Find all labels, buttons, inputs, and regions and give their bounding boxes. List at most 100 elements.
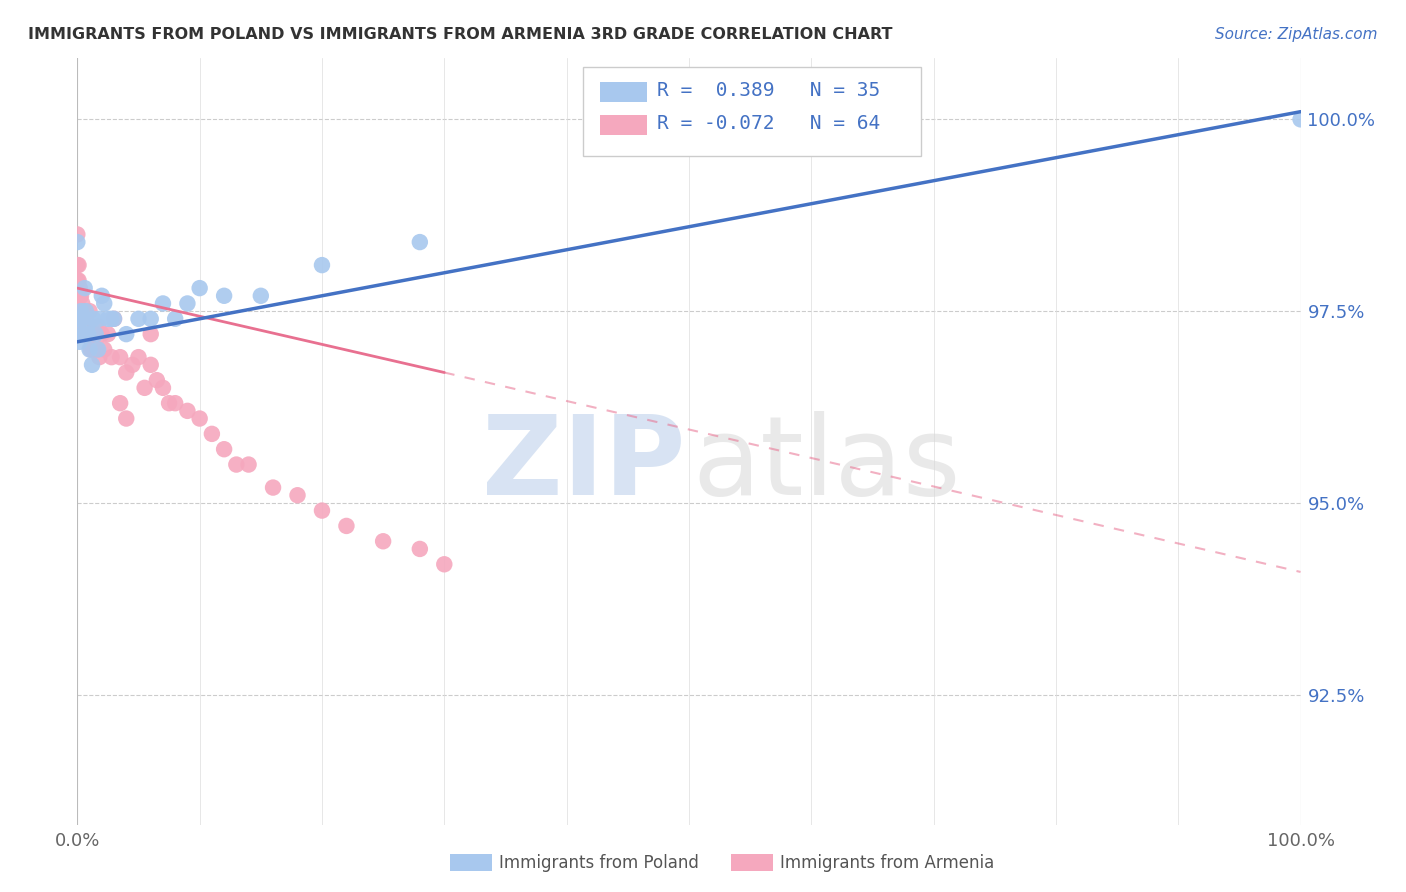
Point [97, 311, 120, 326]
Point [70, 311, 93, 326]
Text: atlas: atlas [693, 411, 962, 518]
Point [165, 311, 187, 326]
Point [67, 258, 90, 272]
Point [79, 327, 101, 342]
Text: ZIP: ZIP [482, 411, 685, 518]
Point [409, 235, 432, 249]
Text: IMMIGRANTS FROM POLAND VS IMMIGRANTS FROM ARMENIA 3RD GRADE CORRELATION CHART: IMMIGRANTS FROM POLAND VS IMMIGRANTS FRO… [28, 27, 893, 42]
Point [100, 350, 122, 364]
Point [238, 458, 260, 472]
Point [139, 311, 162, 326]
Point [66, 304, 89, 318]
Text: R = -0.072   N = 64: R = -0.072 N = 64 [657, 114, 880, 134]
Point [66, 289, 89, 303]
Point [134, 381, 156, 395]
Point [70, 296, 93, 310]
Text: Source: ZipAtlas.com: Source: ZipAtlas.com [1215, 27, 1378, 42]
Point [75, 304, 97, 318]
Point [77, 327, 100, 342]
Point [84, 327, 107, 342]
Point [108, 396, 131, 410]
Point [93, 296, 115, 310]
Point [82, 343, 104, 357]
Point [152, 381, 174, 395]
Point [409, 541, 432, 556]
Point [66, 311, 89, 326]
Point [311, 258, 333, 272]
Point [176, 404, 198, 418]
Point [115, 366, 138, 380]
Point [103, 311, 125, 326]
Text: Immigrants from Poland: Immigrants from Poland [499, 854, 699, 871]
Point [70, 311, 93, 326]
Point [176, 296, 198, 310]
Text: Immigrants from Armenia: Immigrants from Armenia [780, 854, 994, 871]
Point [72, 327, 94, 342]
Point [311, 503, 333, 517]
Point [188, 281, 211, 295]
Point [76, 319, 98, 334]
Point [70, 289, 93, 303]
Point [100, 311, 122, 326]
Point [97, 327, 120, 342]
Point [139, 358, 162, 372]
Point [225, 458, 247, 472]
Point [66, 227, 89, 242]
Point [250, 289, 273, 303]
Point [72, 304, 94, 318]
Point [108, 350, 131, 364]
Point [69, 334, 91, 349]
Point [152, 296, 174, 310]
Point [80, 358, 103, 372]
Point [70, 304, 93, 318]
Point [127, 311, 149, 326]
Point [262, 481, 284, 495]
Point [146, 373, 169, 387]
Point [157, 396, 180, 410]
Point [121, 358, 143, 372]
Point [84, 327, 107, 342]
Point [115, 327, 138, 342]
Point [188, 411, 211, 425]
Point [103, 311, 125, 326]
Point [371, 534, 394, 549]
Point [115, 411, 138, 425]
Point [82, 311, 104, 326]
Point [212, 442, 235, 457]
Point [67, 304, 90, 318]
Point [77, 327, 100, 342]
Point [66, 235, 89, 249]
Point [70, 327, 93, 342]
Point [335, 519, 357, 533]
Point [93, 343, 115, 357]
Point [83, 327, 105, 342]
Point [89, 311, 111, 326]
Point [72, 319, 94, 334]
Point [67, 311, 90, 326]
Point [139, 327, 162, 342]
Point [79, 343, 101, 357]
Point [67, 311, 90, 326]
Point [70, 311, 93, 326]
Point [69, 289, 91, 303]
Point [67, 273, 90, 287]
Point [212, 289, 235, 303]
Point [86, 343, 108, 357]
Point [201, 426, 224, 441]
Text: R =  0.389   N = 35: R = 0.389 N = 35 [657, 81, 880, 101]
Point [287, 488, 309, 502]
Point [75, 311, 97, 326]
Point [87, 343, 110, 357]
Point [69, 304, 91, 318]
Point [66, 273, 89, 287]
Point [69, 281, 91, 295]
Point [1289, 112, 1312, 127]
Point [79, 304, 101, 318]
Point [90, 327, 112, 342]
Point [433, 558, 456, 572]
Point [127, 350, 149, 364]
Point [73, 327, 96, 342]
Point [89, 350, 111, 364]
Point [90, 289, 112, 303]
Point [66, 258, 89, 272]
